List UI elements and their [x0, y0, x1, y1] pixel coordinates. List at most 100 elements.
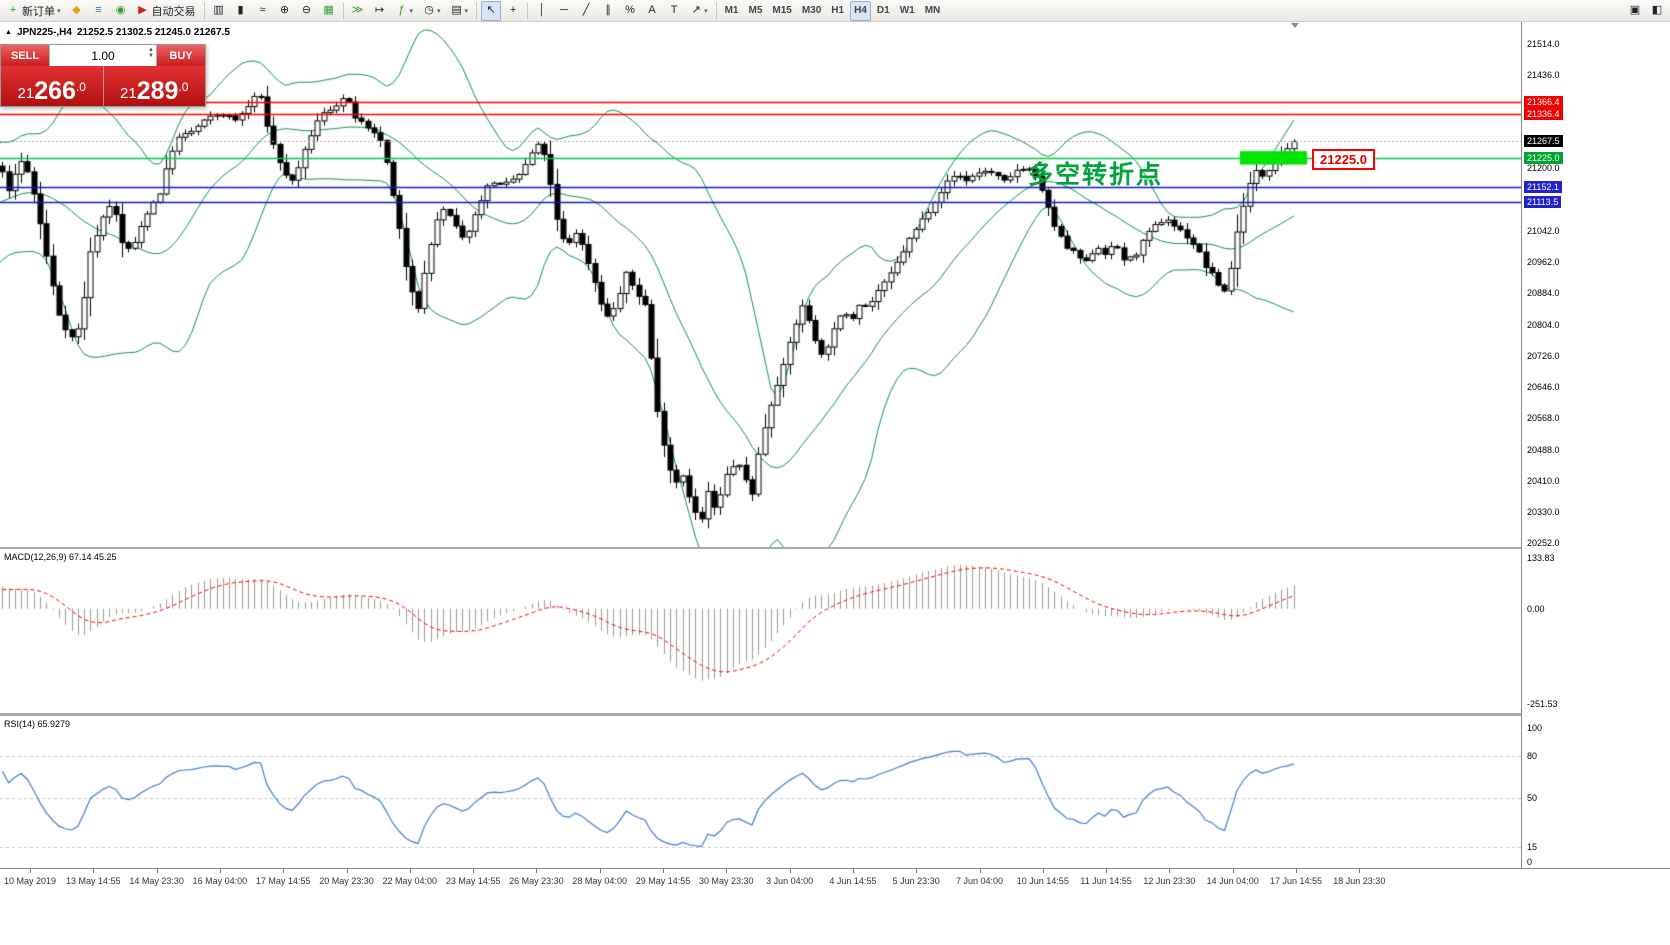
trendline-button[interactable]: ╱ [576, 1, 596, 21]
toolbar-separator [342, 2, 344, 19]
timeframe-w1-button[interactable]: W1 [896, 1, 919, 21]
timeframe-m15-button-label: M15 [772, 5, 792, 16]
time-axis-label: 18 Jun 23:30 [1333, 876, 1386, 886]
panel-separator[interactable] [0, 547, 1670, 549]
timeframe-mn-button-label: MN [924, 5, 941, 16]
timeframe-mn-button[interactable]: MN [921, 1, 945, 21]
volume-down-icon[interactable]: ▼ [148, 53, 154, 59]
time-axis-tick [789, 869, 791, 873]
timeframe-m5-button[interactable]: M5 [744, 1, 766, 21]
price-scale-label: 20488.0 [1527, 444, 1560, 455]
time-axis-label: 5 Jun 23:30 [892, 876, 940, 886]
buy-price-prefix: 21 [120, 84, 137, 102]
timeframe-d1-button[interactable]: D1 [873, 1, 894, 21]
price-scale-label: 20568.0 [1527, 413, 1560, 424]
main-chart-canvas[interactable] [0, 22, 1521, 547]
auto-scroll-button[interactable]: ≫ [348, 1, 368, 21]
time-axis-label: 14 May 23:30 [129, 876, 184, 886]
horizontal-line-button[interactable]: ─ [554, 1, 574, 21]
templates-button[interactable]: ▤ ▾ [447, 1, 473, 21]
arrange-windows-button[interactable]: ◧ [1647, 1, 1667, 21]
time-axis-tick [1359, 869, 1361, 873]
periods-button[interactable]: ◷ ▾ [419, 1, 445, 21]
price-scale-label: 20962.0 [1527, 257, 1560, 268]
time-axis-label: 29 May 14:55 [635, 876, 691, 886]
text-label-button[interactable]: T [664, 1, 684, 21]
crosshair-icon: + [509, 4, 517, 16]
chart-shift-icon: ↦ [374, 4, 385, 16]
timeframe-h1-button[interactable]: H1 [827, 1, 848, 21]
chart-profiles-button[interactable]: ◆ [67, 1, 87, 21]
community-button[interactable]: ◉ [111, 1, 131, 21]
new-order-button[interactable]: + 新订单 ▾ [3, 1, 65, 21]
sell-button[interactable]: SELL [1, 45, 49, 66]
bar-chart-button[interactable]: ▥ [209, 1, 229, 21]
volume-input[interactable]: 1.00 ▲ ▼ [49, 45, 157, 66]
buy-price-decimal: .0 [178, 80, 189, 94]
time-axis-tick [156, 869, 158, 873]
cursor-button[interactable]: ↖ [481, 0, 502, 21]
indicators-button[interactable]: ƒ ▾ [392, 1, 418, 21]
community-icon: ◉ [115, 4, 126, 16]
autotrading-button[interactable]: ▶ 自动交易 [133, 1, 200, 21]
text-button[interactable]: A [642, 1, 662, 21]
buy-price-display[interactable]: 21 289 .0 [102, 66, 206, 106]
timeframe-w1-button-label: W1 [899, 5, 915, 16]
price-scale-label: 20646.0 [1527, 382, 1560, 393]
price-scale-label: 20884.0 [1527, 288, 1560, 299]
volume-up-icon[interactable]: ▲ [148, 47, 154, 53]
panel-separator[interactable] [0, 713, 1670, 716]
time-axis-label: 10 May 2019 [3, 876, 57, 886]
zoom-in-icon: ⊕ [279, 4, 290, 16]
sell-price-display[interactable]: 21 266 .0 [1, 66, 103, 106]
buy-button[interactable]: BUY [157, 45, 205, 66]
time-axis-label: 4 Jun 14:55 [829, 876, 877, 886]
price-scale[interactable]: 21514.0 21436.0 21366.4 21336.4 21267.5 21225… [1521, 22, 1670, 890]
crosshair-button[interactable]: + [503, 1, 523, 21]
toolbar-right-group: ▣ ◧ [1624, 1, 1668, 21]
depth-of-market-button[interactable]: ≡ [89, 1, 109, 21]
line-chart-button[interactable]: ≈ [253, 1, 273, 21]
toolbar-separator [715, 2, 717, 19]
timeframe-m15-button[interactable]: M15 [768, 1, 795, 21]
time-axis-tick [979, 869, 981, 873]
sell-price-prefix: 21 [17, 84, 35, 102]
macd-panel-canvas[interactable] [0, 549, 1521, 713]
time-axis-tick [409, 869, 411, 873]
vertical-line-button[interactable]: │ [532, 1, 552, 21]
templates-icon: ▤ [451, 4, 462, 16]
timeframe-h4-button[interactable]: H4 [850, 0, 871, 21]
symbol-triangle-icon: ▲ [5, 29, 12, 36]
dock-panel-button[interactable]: ▣ [1625, 1, 1645, 21]
price-scale-label: 20726.0 [1527, 350, 1560, 361]
dock-panel-icon: ▣ [1629, 4, 1641, 16]
chart-shift-button[interactable]: ↦ [370, 1, 390, 21]
fibonacci-button[interactable]: % [620, 1, 640, 21]
depth-of-market-icon: ≡ [95, 4, 102, 16]
chevron-down-icon: ▾ [57, 7, 61, 15]
trendline-icon: ╱ [582, 4, 590, 16]
macd-scale-label: -251.53 [1527, 699, 1558, 709]
line-chart-icon: ≈ [259, 4, 266, 16]
ohlc-values: 21252.5 21302.5 21245.0 21267.5 [76, 27, 230, 38]
candlestick-chart-button[interactable]: ▮ [231, 1, 251, 21]
price-scale-label: 20252.0 [1527, 538, 1560, 548]
zoom-in-button[interactable]: ⊕ [275, 1, 295, 21]
channel-button[interactable]: ∥ [598, 1, 618, 21]
fibonacci-icon: % [625, 4, 635, 16]
candlestick-chart-icon: ▮ [237, 4, 244, 16]
price-line-badge: 21366.4 [1524, 96, 1563, 109]
time-axis[interactable]: 10 May 2019 13 May 14:55 14 May 23:30 16 Ma… [0, 868, 1670, 893]
volume-value: 1.00 [91, 48, 115, 63]
timeframe-m30-button[interactable]: M30 [798, 1, 825, 21]
zoom-out-button[interactable]: ⊖ [297, 1, 317, 21]
tile-windows-button[interactable]: ▦ [319, 1, 339, 21]
price-line-badge: 21225.0 [1524, 152, 1563, 165]
time-axis-label: 26 May 23:30 [509, 876, 564, 886]
rsi-panel-canvas[interactable] [0, 716, 1521, 868]
timeframe-m1-button[interactable]: M1 [721, 1, 743, 21]
arrows-button[interactable]: ↗ ▾ [686, 1, 712, 21]
rsi-scale-label: 0 [1527, 857, 1533, 867]
time-axis-tick [1169, 869, 1171, 873]
rsi-scale-label: 100 [1527, 723, 1543, 733]
